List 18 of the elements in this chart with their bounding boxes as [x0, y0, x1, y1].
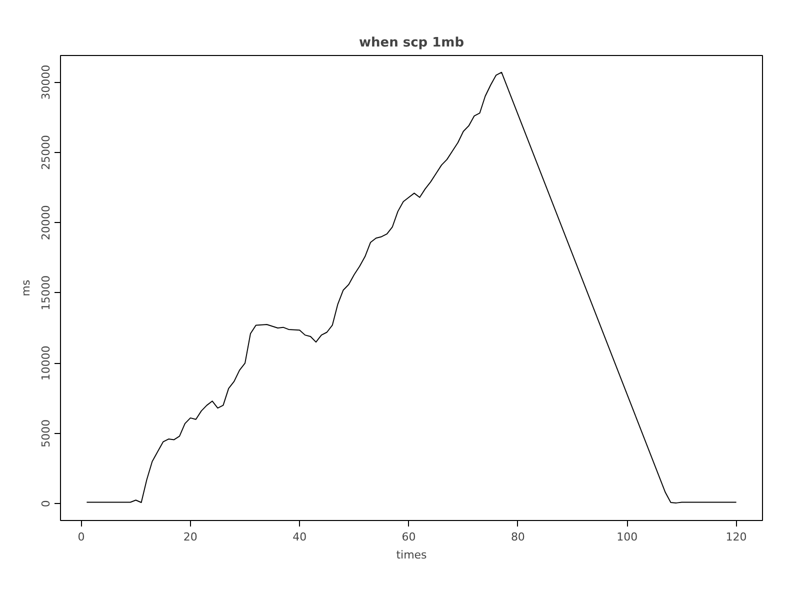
x-tick-label: 120	[726, 530, 747, 544]
y-tick-label: 20000	[40, 205, 52, 240]
x-tick-label: 100	[616, 530, 638, 544]
x-tick-label: 80	[510, 530, 525, 544]
line-series	[86, 72, 737, 504]
y-tick-label: 15000	[40, 275, 52, 310]
x-tick-label: 20	[183, 530, 198, 544]
x-axis-title: times	[396, 548, 428, 562]
y-tick-label: 5000	[40, 419, 52, 448]
y-tick-label: 30000	[40, 64, 52, 100]
y-tick-label: 0	[40, 500, 52, 508]
y-tick-label: 25000	[40, 134, 52, 170]
x-tick-label: 0	[78, 530, 85, 544]
y-tick-label: 10000	[40, 346, 52, 381]
y-axis-title: ms	[20, 280, 32, 296]
x-tick-label: 60	[402, 530, 416, 544]
x-tick-label: 40	[292, 530, 307, 544]
chart-title: when scp 1mb	[358, 36, 464, 50]
